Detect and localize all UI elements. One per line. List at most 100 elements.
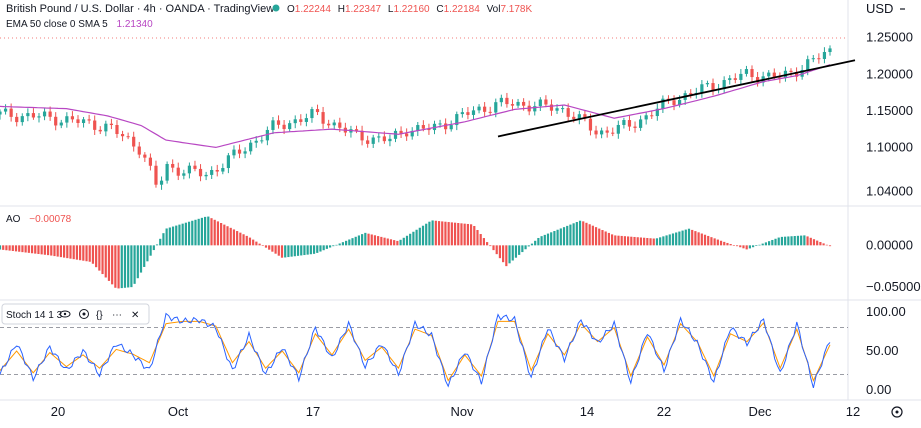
ao-bar (386, 238, 389, 246)
time-axis: 20 Oct 17 Nov 14 22 Dec 12 (51, 404, 860, 419)
candle-body (700, 84, 704, 93)
low-key: L (388, 4, 394, 15)
ema-legend[interactable]: EMA 50 close 0 SMA 5 1.21340 (6, 19, 153, 30)
ao-bar (703, 234, 707, 246)
ao-bar (399, 239, 402, 246)
ao-bar (540, 236, 543, 246)
candle-body (143, 154, 147, 158)
ao-bar (559, 228, 562, 246)
ao-bar (627, 236, 630, 246)
ao-bar (197, 218, 200, 246)
price-y-axis: 1.25000 1.20000 1.15000 1.10000 1.04000 (866, 30, 913, 199)
candle-body (555, 108, 559, 111)
ao-bar (460, 223, 463, 246)
candle-body (93, 120, 97, 130)
ao-bar (719, 240, 723, 246)
ao-bar (511, 245, 514, 261)
ao-bar (175, 225, 178, 246)
stoch-k-line (0, 312, 831, 389)
candle-body (26, 113, 30, 117)
ao-bar (127, 245, 130, 288)
ao-legend[interactable]: AO −0.00078 (6, 214, 72, 225)
candle-body (466, 112, 470, 115)
candle-body (176, 167, 180, 176)
ao-bar (130, 245, 133, 288)
time-tick-label: 14 (580, 404, 594, 419)
ao-bar (800, 235, 803, 246)
currency-label[interactable]: USD (866, 1, 893, 16)
candle-body (0, 111, 2, 115)
ao-bar (739, 245, 742, 248)
symbol-title[interactable]: British Pound / U.S. Dollar · 4h · OANDA… (6, 3, 274, 15)
ao-bar (553, 231, 556, 246)
close-icon[interactable]: ✕ (131, 310, 139, 321)
ao-bar (755, 245, 758, 247)
candle-body (755, 77, 760, 83)
ao-bar (338, 243, 341, 246)
candle-body (48, 111, 52, 117)
more-icon[interactable]: ⋯ (112, 310, 122, 321)
candle-body (321, 112, 325, 124)
candlestick-series (0, 45, 832, 190)
ao-bar (101, 245, 104, 275)
stoch-legend-box[interactable] (1, 303, 150, 325)
ao-bar (633, 236, 636, 246)
ao-bar (46, 245, 50, 256)
ao-bar (816, 240, 819, 246)
ao-bar (194, 219, 197, 246)
ao-bar (489, 245, 492, 247)
candle-body (366, 140, 370, 144)
candle-body (332, 122, 336, 126)
ao-bar (255, 241, 258, 246)
candle-body (661, 98, 665, 109)
candle-body (226, 155, 230, 169)
ao-bar (591, 225, 594, 246)
ao-bar (136, 245, 139, 279)
price-tick-label: 1.15000 (866, 103, 913, 118)
stoch-label: Stoch 14 1 3 (6, 310, 63, 321)
ao-bar (412, 231, 415, 246)
ao-bar (332, 245, 335, 247)
ao-bar (569, 224, 572, 246)
ao-bar (66, 245, 69, 259)
ao-bar (787, 236, 790, 246)
candle-body (516, 101, 520, 106)
ao-bar (572, 223, 575, 246)
candle-body (438, 123, 442, 125)
candle-body (182, 173, 186, 176)
ao-bar (191, 220, 194, 246)
ao-bar (473, 225, 476, 246)
candle-body (154, 165, 158, 185)
trendline[interactable] (497, 59, 856, 138)
ao-bar (479, 234, 482, 246)
ao-bar (370, 234, 373, 246)
ao-bar (671, 233, 675, 246)
time-tick-label: 20 (51, 404, 65, 419)
ao-bar (601, 230, 604, 246)
settings-icon[interactable] (79, 309, 89, 319)
ao-bar (764, 242, 768, 246)
candle-body (31, 113, 36, 118)
ao-bar (200, 217, 203, 246)
ao-bar (502, 245, 505, 263)
ao-bar (418, 227, 421, 246)
candle-body (360, 130, 364, 141)
ao-bar (62, 245, 66, 258)
candle-body (460, 112, 464, 115)
eye-icon[interactable] (59, 310, 71, 318)
candle-body (237, 149, 242, 154)
ao-bar (819, 241, 822, 246)
ao-bar (293, 245, 296, 257)
ao-bar (2, 245, 5, 250)
ao-bar (143, 245, 146, 267)
ao-bar (203, 216, 207, 246)
ao-bar (556, 229, 559, 246)
source-code-icon[interactable]: {} (96, 310, 103, 321)
candle-body (494, 102, 498, 113)
settings-gear-icon[interactable] (891, 406, 903, 418)
ao-bar (620, 235, 623, 246)
candle-body (611, 132, 615, 134)
ao-bar (537, 237, 540, 246)
ao-bar (354, 236, 357, 246)
ao-bar (828, 245, 832, 247)
